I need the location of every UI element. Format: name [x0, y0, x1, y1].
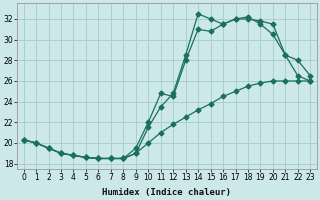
- X-axis label: Humidex (Indice chaleur): Humidex (Indice chaleur): [102, 188, 231, 197]
